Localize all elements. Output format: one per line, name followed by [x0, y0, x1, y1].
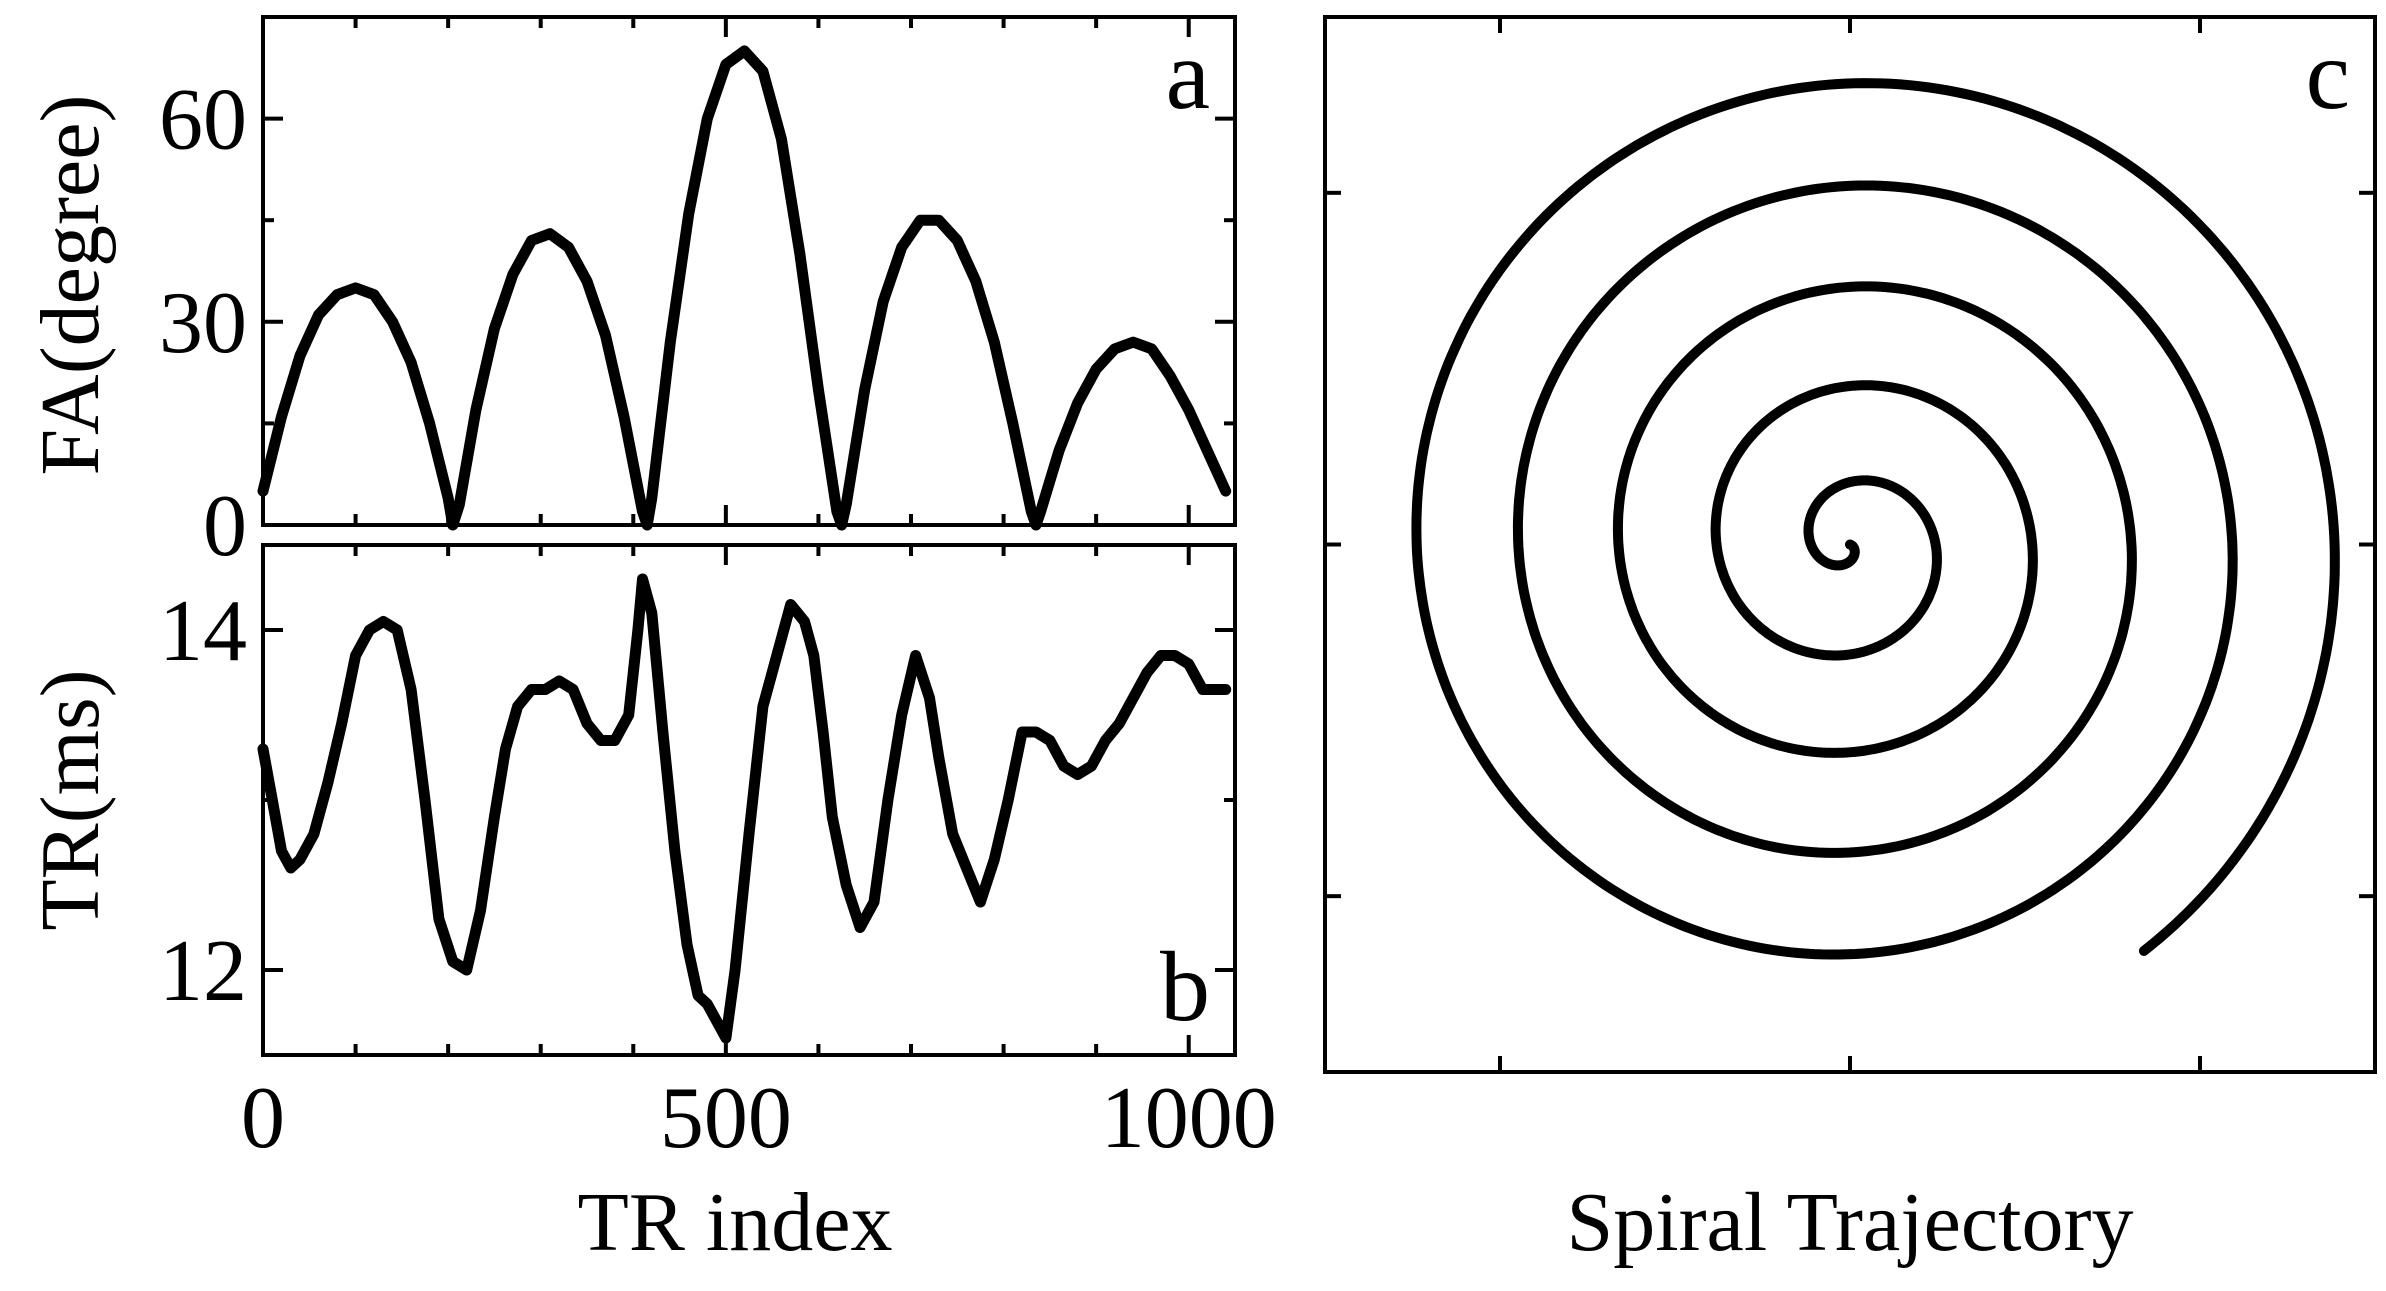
panel-b-xlabel: TR index [578, 1176, 893, 1269]
panel-c-ticks [1325, 17, 2375, 1072]
panel-a-fa-series [257, 45, 1232, 531]
panel-b-xtick-label: 0 [241, 1070, 285, 1167]
panel-b-ylabel: TR(ms) [24, 669, 117, 930]
panel-a-ytick-label: 0 [203, 478, 247, 575]
panel-a-letter: a [1166, 19, 1210, 130]
panel-b-xtick-label: 1000 [1101, 1070, 1277, 1167]
panel-a-ylabel: FA(degree) [24, 95, 117, 476]
panel-c: c Spiral Trajectory [1323, 15, 2377, 1269]
panel-a-frame [261, 15, 1237, 527]
panel-b-ytick-label: 14 [159, 583, 247, 680]
panel-a: 0 30 60 a FA(degree) [24, 15, 1237, 575]
panel-b: 12 14 0 500 1000 b TR(ms) TR index [24, 543, 1277, 1269]
panel-a-ytick-label: 30 [159, 275, 247, 372]
panel-b-ticks: 12 14 0 500 1000 [159, 545, 1277, 1167]
panel-b-ytick-label: 12 [159, 923, 247, 1020]
panel-a-ticks: 0 30 60 [159, 15, 1235, 575]
panel-c-xlabel: Spiral Trajectory [1567, 1176, 2134, 1269]
panel-b-letter: b [1160, 931, 1210, 1042]
panel-c-letter: c [2306, 19, 2350, 130]
panel-c-spiral-series [1411, 78, 2340, 960]
panel-a-ytick-label: 60 [159, 72, 247, 169]
panel-b-tr-series [257, 573, 1232, 1044]
panel-b-xtick-label: 500 [660, 1070, 792, 1167]
